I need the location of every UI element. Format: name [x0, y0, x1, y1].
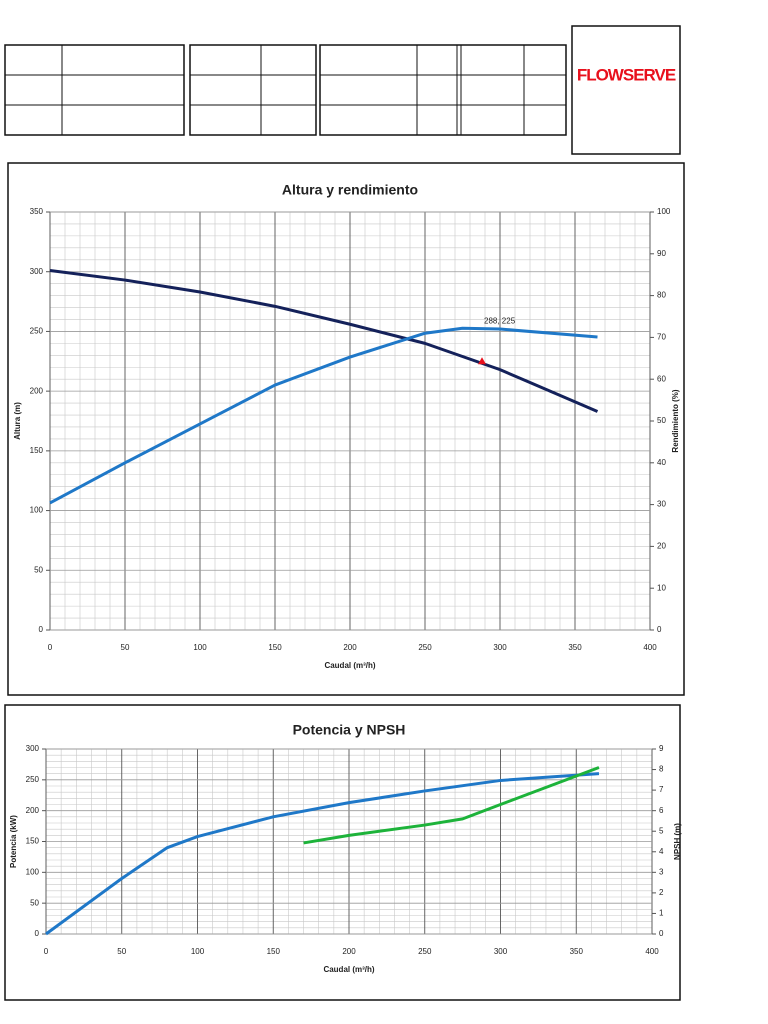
y2-tick-label: 40: [657, 458, 666, 467]
header-tables: FLOWSERVE: [4, 25, 681, 155]
x-tick-label: 350: [568, 643, 582, 652]
y2-tick-label: 4: [659, 847, 664, 856]
series-line: [49, 269, 599, 413]
x-axis-label: Caudal (m³/h): [324, 661, 375, 670]
y-tick-label: 150: [30, 446, 44, 455]
annotation-label: 288, 225: [484, 316, 516, 325]
x-tick-label: 50: [117, 947, 126, 956]
y2-tick-label: 20: [657, 542, 666, 551]
y-tick-label: 100: [30, 506, 44, 515]
y2-tick-label: 0: [657, 625, 662, 634]
x-tick-label: 50: [121, 643, 130, 652]
logo: FLOWSERVE: [577, 65, 676, 84]
y2-tick-label: 3: [659, 867, 664, 876]
y2-tick-label: 6: [659, 806, 664, 815]
y-tick-label: 250: [26, 775, 40, 784]
x-tick-label: 200: [343, 643, 357, 652]
logo-box: [571, 25, 681, 155]
x-tick-label: 350: [570, 947, 584, 956]
y2-tick-label: 30: [657, 500, 666, 509]
y2-tick-label: 70: [657, 333, 666, 342]
y2-tick-label: 90: [657, 249, 666, 258]
y-tick-label: 300: [30, 267, 44, 276]
table-box: [319, 44, 567, 136]
x-tick-label: 400: [643, 643, 657, 652]
x-tick-label: 300: [494, 947, 508, 956]
y2-tick-label: 0: [659, 929, 664, 938]
x-tick-label: 300: [493, 643, 507, 652]
y-axis-label: Altura (m): [13, 402, 22, 440]
y-tick-label: 50: [30, 898, 39, 907]
y2-tick-label: 50: [657, 416, 666, 425]
y-tick-label: 200: [30, 386, 44, 395]
y2-tick-label: 8: [659, 765, 664, 774]
series-line: [49, 326, 598, 505]
x-tick-label: 0: [48, 643, 53, 652]
x-tick-label: 100: [191, 947, 205, 956]
chart: 0 50 100 150 200 250 300 350 4000501001502002503…: [7, 162, 685, 696]
series-line: [45, 772, 600, 936]
y-tick-label: 300: [26, 744, 40, 753]
x-tick-label: 200: [342, 947, 356, 956]
y2-tick-label: 9: [659, 744, 664, 753]
y-tick-label: 150: [26, 837, 40, 846]
y-tick-label: 200: [26, 806, 40, 815]
y-tick-label: 50: [34, 565, 43, 574]
y2-tick-label: 7: [659, 785, 664, 794]
y2-tick-label: 2: [659, 888, 664, 897]
y2-tick-label: 5: [659, 826, 664, 835]
chart-title: Potencia y NPSH: [293, 722, 406, 738]
table-box: [189, 44, 317, 136]
x-tick-label: 0: [44, 947, 49, 956]
y2-tick-label: 10: [657, 583, 666, 592]
y2-tick-label: 60: [657, 374, 666, 383]
y-axis-label: Potencia (kW): [9, 815, 18, 868]
chart-title: Altura y rendimiento: [282, 182, 418, 198]
annotation-marker: [478, 357, 486, 365]
x-tick-label: 150: [268, 643, 282, 652]
x-tick-label: 150: [267, 947, 281, 956]
y2-axis-label: NPSH (m): [673, 823, 682, 860]
x-tick-label: 400: [645, 947, 659, 956]
chart: 0 50 100 150 200 250 300 350 4000501001502002503…: [4, 704, 682, 1001]
x-tick-label: 250: [418, 643, 432, 652]
x-axis-label: Caudal (m³/h): [323, 965, 374, 974]
y2-tick-label: 1: [659, 909, 664, 918]
series-line: [303, 766, 600, 845]
x-tick-label: 100: [193, 643, 207, 652]
y2-tick-label: 100: [657, 207, 671, 216]
y2-axis-label: Rendimiento (%): [671, 389, 680, 452]
y-tick-label: 250: [30, 327, 44, 336]
y2-tick-label: 80: [657, 291, 666, 300]
y-tick-label: 0: [35, 929, 40, 938]
y-tick-label: 0: [39, 625, 44, 634]
y-tick-label: 350: [30, 207, 44, 216]
y-tick-label: 100: [26, 867, 40, 876]
x-tick-label: 250: [418, 947, 432, 956]
table-box: [4, 44, 185, 136]
